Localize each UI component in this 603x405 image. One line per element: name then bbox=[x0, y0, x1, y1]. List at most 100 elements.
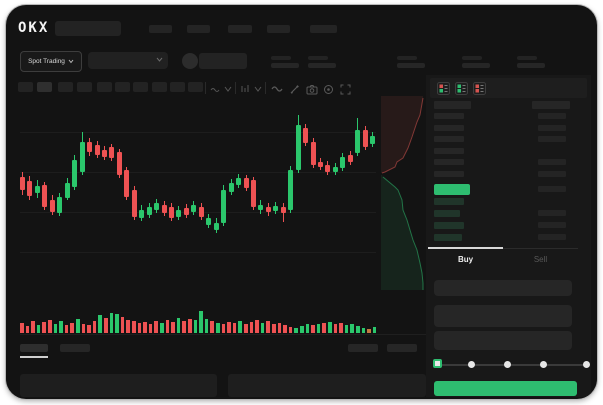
toolbar-button[interactable] bbox=[37, 82, 52, 92]
market-type-selector[interactable]: Spot Trading bbox=[20, 51, 82, 72]
orderbook-header bbox=[430, 78, 587, 98]
volume-bar bbox=[193, 320, 198, 333]
volume-bar bbox=[104, 318, 108, 333]
tab-divider bbox=[428, 248, 578, 249]
candlestick bbox=[280, 207, 286, 213]
avatar[interactable] bbox=[182, 53, 198, 69]
order-input-field[interactable] bbox=[434, 331, 572, 350]
volume-bar bbox=[148, 324, 153, 333]
toolbar-button[interactable] bbox=[133, 82, 148, 92]
chevron-down-icon bbox=[156, 57, 163, 62]
volume-bar bbox=[367, 329, 371, 333]
bottom-tab-indicator bbox=[20, 356, 48, 358]
nav-item[interactable] bbox=[228, 25, 252, 33]
ask-row-price[interactable] bbox=[434, 113, 464, 119]
bottom-action-chip[interactable] bbox=[387, 344, 417, 352]
nav-item[interactable] bbox=[310, 25, 337, 33]
amount-slider[interactable] bbox=[438, 364, 587, 366]
bid-row-price[interactable] bbox=[434, 234, 462, 241]
candlestick bbox=[87, 142, 93, 152]
volume-bar bbox=[98, 315, 102, 333]
tab-buy[interactable]: Buy bbox=[457, 255, 474, 264]
toolbar-button[interactable] bbox=[58, 82, 73, 92]
toolbar-button[interactable] bbox=[18, 82, 33, 92]
volume-bar bbox=[165, 320, 170, 333]
order-input-field[interactable] bbox=[434, 280, 572, 296]
tab-sell[interactable]: Sell bbox=[533, 255, 548, 264]
candlestick bbox=[288, 170, 294, 210]
bottom-action-chip[interactable] bbox=[348, 344, 378, 352]
volume-bar bbox=[143, 322, 147, 333]
fullscreen-icon[interactable] bbox=[340, 84, 351, 95]
volume-bar bbox=[120, 317, 125, 333]
buy-button[interactable] bbox=[434, 381, 577, 396]
candlestick bbox=[139, 210, 145, 218]
book-mode-all-icon[interactable] bbox=[437, 82, 450, 95]
candlestick bbox=[340, 157, 346, 168]
volume-bar bbox=[115, 314, 119, 333]
nav-item[interactable] bbox=[267, 25, 290, 33]
camera-icon[interactable] bbox=[306, 84, 318, 95]
candlestick bbox=[34, 186, 40, 193]
stat-value-skeleton bbox=[271, 63, 299, 68]
candlestick bbox=[72, 160, 78, 187]
market-type-label: Spot Trading bbox=[28, 58, 65, 65]
toolbar-button[interactable] bbox=[97, 82, 112, 92]
bottom-tab[interactable] bbox=[20, 344, 48, 352]
toolbar-button[interactable] bbox=[152, 82, 167, 92]
okx-logo[interactable]: OKX bbox=[18, 20, 50, 36]
candlestick bbox=[370, 136, 376, 144]
slider-step-dot[interactable] bbox=[583, 361, 590, 368]
volume-bar bbox=[238, 321, 242, 333]
bid-row-price[interactable] bbox=[434, 222, 464, 229]
settings-circle-icon[interactable] bbox=[323, 84, 334, 95]
toolbar-button[interactable] bbox=[115, 82, 130, 92]
volume-bar bbox=[204, 319, 209, 333]
volume-bar bbox=[176, 318, 181, 333]
nav-item[interactable] bbox=[149, 25, 172, 33]
volume-bar bbox=[277, 323, 282, 333]
volume-bar bbox=[316, 324, 321, 333]
bottom-tab[interactable] bbox=[60, 344, 90, 352]
volume-bar bbox=[109, 313, 114, 333]
toolbar-button[interactable] bbox=[188, 82, 203, 92]
candlestick bbox=[116, 152, 122, 175]
stat-label-skeleton bbox=[397, 56, 417, 60]
ask-row-price[interactable] bbox=[434, 125, 464, 131]
draw-pencil-icon[interactable] bbox=[289, 84, 300, 95]
bid-row-price[interactable] bbox=[434, 210, 460, 217]
slider-step-dot[interactable] bbox=[540, 361, 547, 368]
account-button[interactable] bbox=[199, 53, 247, 69]
ask-row-price[interactable] bbox=[434, 171, 464, 177]
book-mode-bids-icon[interactable] bbox=[455, 82, 468, 95]
slider-step-dot[interactable] bbox=[468, 361, 475, 368]
slider-step-dot[interactable] bbox=[504, 361, 511, 368]
candlestick bbox=[318, 162, 323, 167]
orderbook-header-amount bbox=[532, 101, 570, 109]
book-mode-asks-icon[interactable] bbox=[473, 82, 486, 95]
ask-row-price[interactable] bbox=[434, 148, 464, 154]
indicator-wave-icon[interactable] bbox=[271, 84, 283, 94]
volume-bar bbox=[294, 328, 298, 333]
ask-row-amount bbox=[538, 159, 566, 165]
nav-item[interactable] bbox=[187, 25, 210, 33]
toolbar-button[interactable] bbox=[77, 82, 92, 92]
interval-dropdown-icon[interactable] bbox=[210, 84, 232, 94]
bid-row-price[interactable] bbox=[434, 198, 464, 205]
volume-bar bbox=[350, 324, 354, 333]
volume-bar bbox=[36, 325, 41, 333]
ask-row-amount bbox=[538, 125, 566, 131]
ask-row-price[interactable] bbox=[434, 136, 464, 142]
chart-gridline bbox=[20, 252, 376, 253]
order-input-field[interactable] bbox=[434, 305, 572, 327]
divider bbox=[265, 82, 266, 94]
toolbar-button[interactable] bbox=[170, 82, 185, 92]
search-input[interactable] bbox=[55, 21, 121, 36]
stat-value-skeleton bbox=[517, 63, 545, 68]
ask-row-price[interactable] bbox=[434, 159, 464, 165]
stat-value-skeleton bbox=[397, 63, 425, 68]
candlestick bbox=[250, 180, 256, 207]
pair-dropdown[interactable] bbox=[88, 52, 168, 69]
amount-slider-handle[interactable] bbox=[433, 359, 442, 368]
charttype-dropdown-icon[interactable] bbox=[240, 84, 262, 94]
